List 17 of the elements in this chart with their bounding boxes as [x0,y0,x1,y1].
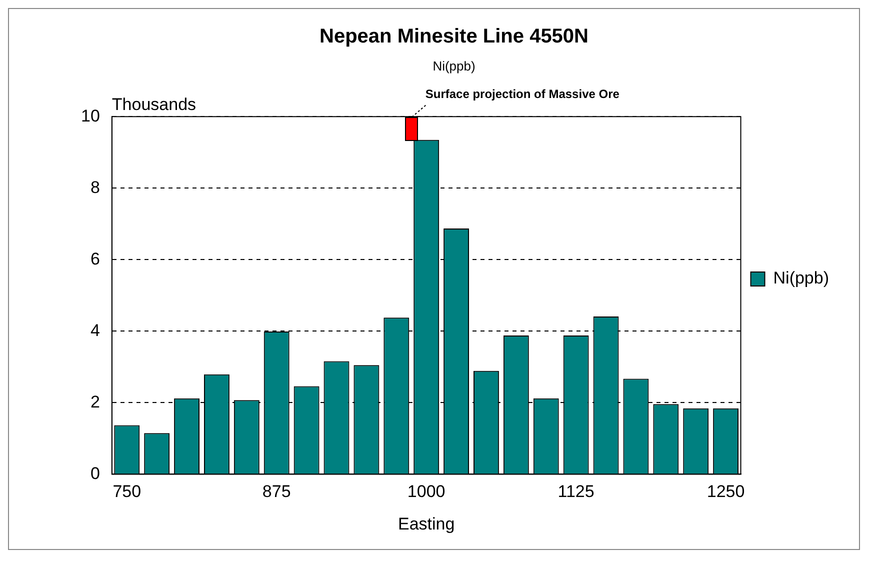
x-tick-label: 1125 [558,482,594,502]
legend-label: Ni(ppb) [773,268,830,288]
y-tick-label: 8 [90,178,100,197]
y-tick-label: 0 [90,464,100,483]
chart-subtitle: Ni(ppb) [432,58,476,74]
x-tick-label: 875 [262,482,291,502]
x-axis-title: Easting [398,514,455,534]
x-tick-label: 1250 [706,482,745,502]
y-axis-title: Thousands [112,94,196,114]
text: Surface projection of Massive Ore [425,86,620,101]
y-tick-label: 6 [90,249,100,268]
x-tick-label: 750 [112,482,142,502]
y-tick-label: 10 [80,106,100,126]
y-tick-label: 2 [90,392,100,412]
y-tick-label: 4 [90,320,100,340]
chart-title: Nepean Minesite Line 4550N [320,26,588,48]
x-tick-label: 1000 [407,482,446,502]
